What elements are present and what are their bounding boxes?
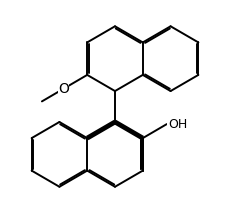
Text: OH: OH: [167, 118, 186, 131]
Text: O: O: [57, 82, 68, 96]
